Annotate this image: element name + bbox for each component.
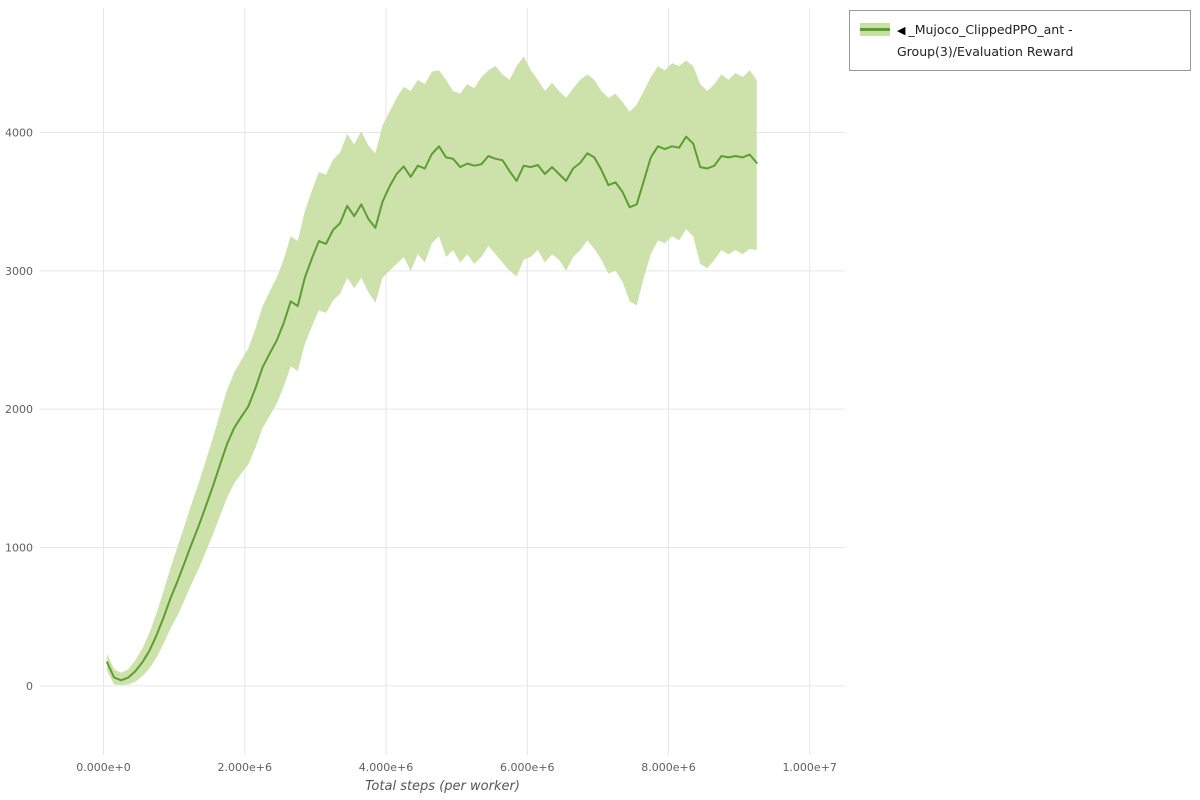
mean-line <box>106 135 758 682</box>
x-tick-label: 6.000e+6 <box>500 761 554 774</box>
x-tick-label: 2.000e+6 <box>218 761 272 774</box>
line-chart: 0.000e+0 2.000e+6 4.000e+6 6.000e+6 8.000e+6… <box>5 8 845 774</box>
x-tick-label: 4.000e+6 <box>359 761 413 774</box>
confidence-band <box>107 56 757 686</box>
y-tick-label: 2000 <box>5 403 33 416</box>
legend-series-marker <box>860 23 890 36</box>
y-tick-label: 0 <box>26 680 33 693</box>
x-tick-label: 8.000e+6 <box>641 761 695 774</box>
collapse-triangle-icon[interactable]: ◀ <box>897 24 906 37</box>
legend[interactable]: ◀ _Mujoco_ClippedPPO_ant - Group(3)/Evalu… <box>849 10 1191 71</box>
y-tick-label: 3000 <box>5 265 33 278</box>
x-tick-label: 0.000e+0 <box>76 761 130 774</box>
legend-series-name: _Mujoco_ClippedPPO_ant - Group(3)/Evalua… <box>897 22 1074 59</box>
y-tick-label: 1000 <box>5 542 33 555</box>
x-tick-label: 1.000e+7 <box>782 761 836 774</box>
x-axis-title: Total steps (per worker) <box>365 779 520 794</box>
legend-line-swatch <box>860 28 890 31</box>
y-tick-label: 4000 <box>5 127 33 140</box>
legend-label: ◀ _Mujoco_ClippedPPO_ant - Group(3)/Evalu… <box>897 19 1180 62</box>
